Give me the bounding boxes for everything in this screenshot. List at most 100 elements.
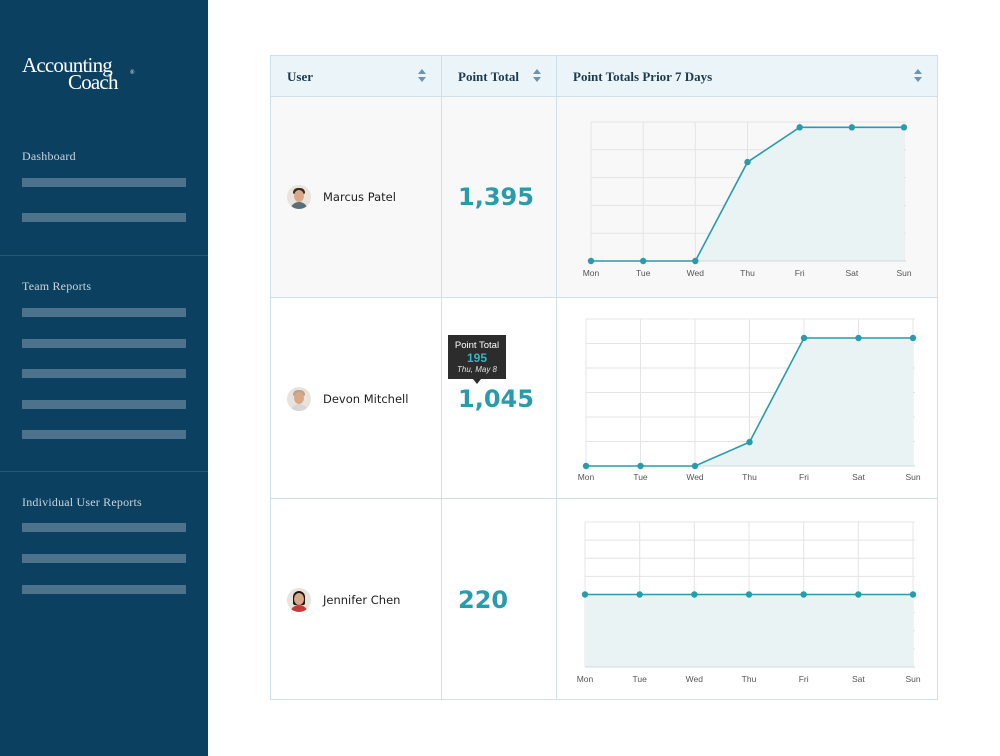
series-area: [586, 337, 913, 466]
nav-item-placeholder[interactable]: [22, 400, 186, 409]
table-row[interactable]: Marcus Patel 1,395 Mon Tue Wed Thu Fri Sat Sun: [271, 97, 937, 298]
nav-section-team-reports-title[interactable]: Team Reports: [22, 279, 92, 293]
x-tick-label: Mon: [583, 268, 600, 278]
points-sparkline-chart: Mon Tue Wed Thu Fri Sat Sun: [578, 318, 921, 482]
x-tick-label: Mon: [578, 472, 595, 482]
column-header-label: Point Total: [458, 69, 520, 84]
x-tick-label: Tue: [633, 472, 648, 482]
x-tick-label: Fri: [795, 268, 805, 278]
column-header-label: Point Totals Prior 7 Days: [573, 69, 713, 84]
data-point: [692, 257, 699, 265]
data-point: [796, 124, 803, 131]
x-tick-label: Thu: [740, 268, 755, 278]
table-row[interactable]: Jennifer Chen 220 Mon Tue Wed Thu Fri Sat Sun: [271, 499, 937, 699]
sort-icon[interactable]: [533, 69, 541, 83]
table-row[interactable]: Devon Mitchell 1,045 Mon Tue Wed Thu Fri Sat S…: [271, 298, 937, 499]
data-point: [582, 462, 590, 470]
nav-section-dashboard-title[interactable]: Dashboard: [22, 149, 76, 163]
x-tick-label: Wed: [686, 674, 704, 684]
user-cell: Jennifer Chen: [287, 588, 400, 612]
user-name[interactable]: Jennifer Chen: [323, 593, 401, 607]
nav-item-placeholder[interactable]: [22, 308, 186, 317]
user-cell: Devon Mitchell: [287, 387, 408, 411]
x-tick-label: Sun: [896, 268, 911, 278]
sort-icon[interactable]: [418, 69, 426, 83]
logo-line-2: Coach: [68, 70, 118, 94]
column-header-user[interactable]: User: [271, 56, 441, 97]
x-tick-label: Sat: [852, 674, 865, 684]
x-tick-label: Sun: [905, 674, 920, 684]
nav-item-placeholder[interactable]: [22, 178, 186, 187]
column-header-label: User: [287, 69, 313, 84]
x-tick-label: Thu: [742, 674, 757, 684]
user-avatar-icon: [287, 588, 311, 612]
user-cell: Marcus Patel: [287, 185, 396, 209]
x-tick-label: Thu: [742, 472, 757, 482]
user-name[interactable]: Marcus Patel: [323, 190, 396, 204]
sort-icon[interactable]: [914, 69, 922, 83]
x-tick-label: Mon: [577, 674, 594, 684]
column-header-point-total[interactable]: Point Total: [442, 56, 556, 97]
user-name[interactable]: Devon Mitchell: [323, 392, 409, 406]
nav-section-individual-reports-title[interactable]: Individual User Reports: [22, 495, 142, 509]
nav-item-placeholder[interactable]: [22, 369, 186, 378]
data-point: [691, 462, 699, 470]
x-tick-label: Wed: [687, 268, 705, 278]
nav-item-placeholder[interactable]: [22, 585, 186, 594]
point-total-value: 220: [458, 586, 509, 614]
data-point: [636, 591, 643, 598]
logo-line-1: Accounting: [22, 53, 113, 77]
x-tick-label: Fri: [799, 674, 809, 684]
user-points-table: User Point Total Point Totals Prior 7 Da…: [270, 55, 938, 700]
tooltip-label: Point Total: [454, 340, 500, 351]
user-avatar-icon: [287, 185, 311, 209]
data-point: [800, 334, 808, 342]
x-tick-label: Fri: [799, 472, 809, 482]
nav-item-placeholder[interactable]: [22, 213, 186, 222]
data-point: [855, 591, 862, 598]
table-header: User Point Total Point Totals Prior 7 Da…: [271, 56, 937, 97]
x-tick-label: Sun: [905, 472, 920, 482]
sidebar-divider: [0, 255, 208, 256]
series-area: [585, 594, 913, 667]
data-point: [909, 334, 917, 342]
data-point: [587, 257, 595, 265]
data-point: [746, 438, 753, 446]
column-divider: [556, 56, 557, 699]
sidebar: Accounting Coach ® Dashboard Team Report…: [0, 0, 208, 756]
accounting-coach-logo[interactable]: Accounting Coach ®: [22, 54, 172, 98]
data-point: [637, 462, 644, 470]
x-tick-label: Sat: [845, 268, 858, 278]
x-tick-label: Tue: [632, 674, 647, 684]
data-point: [900, 124, 908, 131]
user-avatar-icon: [287, 387, 311, 411]
nav-item-placeholder[interactable]: [22, 523, 186, 532]
data-point: [581, 591, 589, 598]
series-area: [591, 127, 904, 261]
data-point: [691, 591, 698, 598]
registered-mark: ®: [130, 70, 135, 76]
x-tick-label: Wed: [686, 472, 704, 482]
sidebar-divider: [0, 471, 208, 472]
data-point: [744, 158, 751, 166]
data-point: [909, 591, 917, 598]
tooltip-value: 195: [466, 351, 488, 365]
data-point: [745, 591, 753, 598]
points-sparkline-chart: Mon Tue Wed Thu Fri Sat Sun: [583, 121, 912, 278]
tooltip-date: Thu, May 8: [456, 365, 497, 374]
column-header-prior-7-days[interactable]: Point Totals Prior 7 Days: [557, 56, 937, 97]
point-total-value: 1,045: [458, 385, 534, 413]
data-point: [855, 334, 862, 342]
nav-item-placeholder[interactable]: [22, 339, 186, 348]
points-sparkline-chart: Mon Tue Wed Thu Fri Sat Sun: [577, 521, 921, 684]
column-divider: [441, 56, 442, 699]
data-point: [800, 591, 807, 598]
x-tick-label: Tue: [636, 268, 651, 278]
x-tick-label: Sat: [852, 472, 865, 482]
nav-item-placeholder[interactable]: [22, 554, 186, 563]
data-point: [848, 124, 856, 131]
point-total-value: 1,395: [458, 183, 534, 211]
data-point: [639, 257, 647, 265]
nav-item-placeholder[interactable]: [22, 430, 186, 439]
point-total-tooltip: Point Total 195 Thu, May 8: [448, 335, 506, 384]
